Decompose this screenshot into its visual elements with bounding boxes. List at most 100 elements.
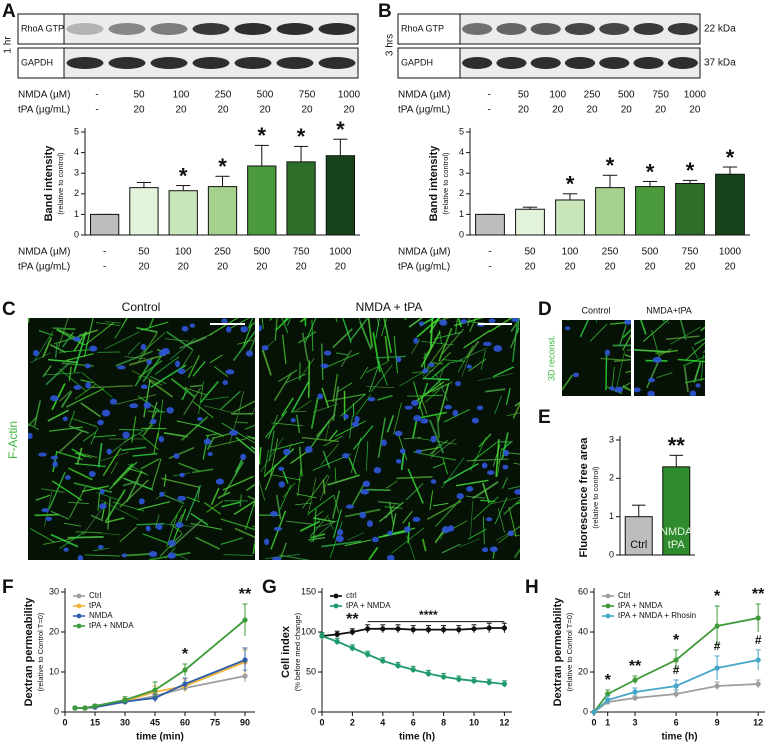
actin-fiber bbox=[74, 462, 106, 468]
actin-fiber bbox=[396, 476, 433, 480]
nucleus bbox=[466, 364, 472, 369]
nucleus bbox=[482, 341, 492, 347]
row-value: 20 bbox=[552, 105, 564, 116]
actin-fiber bbox=[378, 530, 408, 539]
actin-fiber bbox=[115, 350, 153, 367]
actin-fiber bbox=[441, 543, 462, 554]
row-value: 250 bbox=[602, 247, 619, 258]
actin-fiber bbox=[405, 483, 424, 501]
y-tick-label: 3 bbox=[459, 168, 464, 178]
actin-fiber bbox=[304, 318, 317, 344]
nucleus bbox=[418, 321, 425, 326]
nucleus bbox=[351, 421, 360, 427]
actin-fiber bbox=[503, 499, 520, 515]
actin-fiber bbox=[123, 477, 154, 491]
actin-fiber bbox=[84, 554, 120, 557]
actin-fiber bbox=[50, 510, 70, 520]
legend-marker bbox=[76, 593, 82, 599]
row-label: NMDA (µM) bbox=[398, 90, 450, 101]
nucleus bbox=[486, 470, 495, 475]
actin-fiber bbox=[491, 496, 520, 505]
nucleus bbox=[415, 449, 423, 454]
actin-fiber bbox=[42, 337, 53, 358]
significance: * bbox=[566, 172, 575, 197]
nucleus bbox=[511, 318, 520, 323]
actin-fiber bbox=[210, 487, 220, 506]
actin-fiber bbox=[335, 318, 338, 323]
blot-label: GAPDH bbox=[401, 57, 433, 67]
row-value: - bbox=[488, 247, 491, 258]
actin-fiber bbox=[494, 395, 502, 415]
actin-fiber bbox=[151, 458, 162, 489]
nucleus bbox=[488, 318, 496, 324]
actin-fiber bbox=[171, 524, 182, 533]
x-tick-label: 6 bbox=[411, 717, 416, 727]
actin-fiber bbox=[34, 513, 59, 517]
actin-fiber bbox=[512, 324, 518, 362]
nucleus bbox=[106, 448, 112, 455]
blot-band bbox=[276, 57, 314, 69]
data-point bbox=[501, 681, 507, 687]
row-value: 500 bbox=[253, 247, 270, 258]
actin-fiber bbox=[480, 499, 496, 503]
actin-fiber bbox=[419, 411, 447, 419]
actin-fiber bbox=[431, 381, 453, 393]
blot-band bbox=[108, 23, 146, 35]
y-tick-label: 0 bbox=[311, 706, 316, 716]
nucleus bbox=[264, 538, 270, 546]
actin-fiber bbox=[327, 517, 334, 530]
actin-fiber bbox=[415, 381, 445, 403]
actin-fiber bbox=[322, 450, 331, 469]
actin-fiber bbox=[126, 470, 143, 503]
actin-fiber bbox=[694, 337, 705, 346]
blot-band bbox=[234, 57, 272, 69]
blot-label-box bbox=[17, 47, 65, 79]
actin-fiber bbox=[513, 548, 520, 559]
actin-fiber bbox=[206, 436, 215, 450]
actin-fiber bbox=[232, 330, 255, 362]
row-label: tPA (µg/mL) bbox=[398, 262, 450, 273]
nucleus bbox=[159, 491, 165, 497]
y-axis-label: (relative to control) bbox=[56, 152, 65, 215]
row-value: 100 bbox=[562, 247, 579, 258]
actin-fiber bbox=[121, 318, 128, 328]
nucleus bbox=[609, 386, 615, 391]
nucleus bbox=[430, 435, 437, 443]
nucleus bbox=[207, 451, 213, 457]
nucleus bbox=[634, 387, 641, 393]
blot-size: 22 kDa bbox=[704, 24, 736, 35]
actin-fiber bbox=[220, 537, 243, 545]
actin-fiber bbox=[163, 432, 188, 438]
nucleus bbox=[452, 409, 459, 417]
row-value: 20 bbox=[689, 105, 701, 116]
actin-fiber bbox=[616, 350, 625, 387]
bar bbox=[555, 199, 585, 236]
nucleus bbox=[444, 404, 453, 410]
actin-fiber bbox=[209, 354, 223, 364]
actin-fiber bbox=[67, 535, 104, 539]
nucleus bbox=[404, 405, 413, 410]
actin-fiber bbox=[251, 407, 255, 416]
x-tick-label: 0 bbox=[62, 717, 67, 727]
actin-fiber bbox=[81, 485, 109, 493]
actin-fiber bbox=[71, 417, 98, 428]
actin-fiber bbox=[265, 411, 288, 438]
nucleus bbox=[150, 418, 157, 425]
actin-fiber bbox=[137, 501, 171, 511]
micrograph-content bbox=[28, 318, 255, 560]
actin-fiber bbox=[287, 318, 292, 326]
row-value: 500 bbox=[618, 90, 635, 101]
actin-fiber bbox=[431, 444, 440, 456]
blot-band bbox=[496, 23, 527, 35]
row-value: 1000 bbox=[338, 90, 361, 101]
actin-fiber bbox=[209, 318, 239, 336]
actin-fiber bbox=[495, 439, 500, 477]
actin-fiber bbox=[350, 318, 369, 341]
actin-fiber bbox=[115, 394, 157, 405]
nucleus bbox=[41, 508, 50, 513]
actin-fiber bbox=[268, 430, 275, 462]
nucleus bbox=[50, 395, 59, 402]
actin-fiber bbox=[128, 353, 166, 366]
actin-fiber bbox=[97, 442, 103, 468]
actin-fiber bbox=[105, 489, 126, 522]
